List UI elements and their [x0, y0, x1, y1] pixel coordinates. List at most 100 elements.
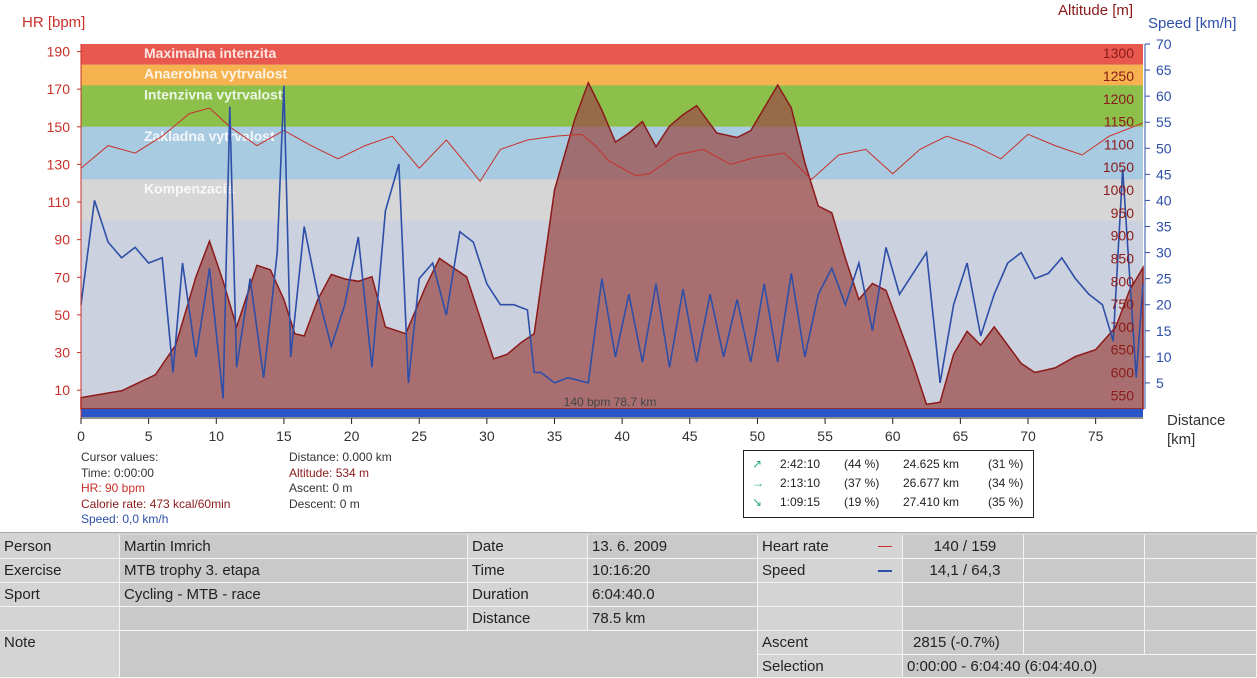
- empty-cell: [1145, 559, 1257, 583]
- sport-value[interactable]: Cycling - MTB - race: [120, 583, 468, 607]
- ascent-label: Ascent: [758, 631, 903, 655]
- heart-rate-label: Heart rate: [758, 535, 903, 559]
- summary-row-ascent: ↗ 2:42:10 (44 %) 24.625 km (31 %): [744, 457, 1033, 475]
- workout-chart[interactable]: Maximalna intenzita Anaerobna vytrvalost I…: [0, 0, 1257, 450]
- empty-cell: [1145, 583, 1257, 607]
- cursor-annotation: 140 bpm 78.7 km: [564, 395, 657, 409]
- empty-cell: [903, 583, 1024, 607]
- summary-pct: (44 %): [844, 457, 880, 471]
- hr-tick-label: 110: [48, 194, 71, 210]
- altitude-area: [80, 80, 1144, 410]
- cursor-title: Cursor values:: [81, 450, 159, 464]
- x-tick-label: 35: [547, 428, 563, 444]
- hr-tick-label: 90: [54, 232, 70, 248]
- speed-tick-label: 15: [1156, 323, 1172, 339]
- x-tick-label: 60: [885, 428, 901, 444]
- x-tick-label: 65: [953, 428, 969, 444]
- distance-axis-title: Distance: [1167, 412, 1226, 429]
- hr-tick-label: 130: [47, 156, 71, 172]
- altitude-tick-label: 1250: [1103, 68, 1134, 84]
- time-label: Time: [468, 559, 588, 583]
- summary-pct: (19 %): [844, 495, 880, 509]
- x-tick-label: 75: [1088, 428, 1104, 444]
- altitude-tick-label: 1150: [1104, 114, 1134, 130]
- duration-value[interactable]: 6:04:40.0: [588, 583, 758, 607]
- x-tick-label: 10: [208, 428, 224, 444]
- date-label: Date: [468, 535, 588, 559]
- speed-tick-label: 70: [1156, 36, 1172, 52]
- speed-tick-label: 10: [1156, 349, 1172, 365]
- hr-axis-title: HR [bpm]: [22, 14, 86, 31]
- empty-cell: [903, 607, 1024, 631]
- hr-tick-label: 30: [54, 345, 70, 361]
- altitude-tick-label: 1000: [1103, 182, 1134, 198]
- speed-tick-label: 45: [1156, 166, 1172, 182]
- cursor-descent: Descent: 0 m: [289, 496, 360, 511]
- cursor-hr: HR: 90 bpm: [81, 481, 146, 495]
- altitude-tick-label: 1300: [1103, 45, 1134, 61]
- hr-tick-label: 150: [47, 119, 71, 135]
- speed-axis-title: Speed [km/h]: [1148, 15, 1237, 32]
- x-tick-label: 30: [479, 428, 495, 444]
- heart-rate-legend-line: [878, 546, 892, 547]
- selection-bar: [81, 409, 1143, 417]
- altitude-axis-title: Altitude [m]: [1058, 2, 1134, 19]
- x-tick-label: 50: [750, 428, 766, 444]
- altitude-tick-label: 850: [1111, 250, 1135, 266]
- exercise-label: Exercise: [0, 559, 120, 583]
- hr-tick-label: 170: [47, 81, 71, 97]
- person-value[interactable]: Martin Imrich: [120, 535, 468, 559]
- empty-cell: [1024, 583, 1145, 607]
- speed-label-text: Speed: [762, 562, 806, 579]
- empty-cell: [1145, 631, 1257, 655]
- hr-zone-label-3: Zakladna vytrvalost: [144, 128, 275, 144]
- hr-zone-label-1: Anaerobna vytrvalost: [144, 66, 287, 82]
- distance-axis-unit: [km]: [1167, 431, 1196, 448]
- cursor-calorie: Calorie rate: 473 kcal/60min: [81, 496, 231, 511]
- altitude-tick-label: 750: [1111, 296, 1135, 312]
- distance-value[interactable]: 78.5 km: [588, 607, 758, 631]
- empty-cell: [120, 607, 468, 631]
- hr-tick-label: 70: [54, 269, 70, 285]
- altitude-tick-label: 800: [1111, 273, 1135, 289]
- hr-zone-band-1: [81, 64, 1143, 86]
- empty-cell: [758, 607, 903, 631]
- summary-row-flat: → 2:13:10 (37 %) 26.677 km (34 %): [744, 476, 1033, 494]
- speed-tick-label: 30: [1156, 245, 1172, 261]
- summary-dist: 24.625 km: [903, 457, 960, 471]
- date-value[interactable]: 13. 6. 2009: [588, 535, 758, 559]
- hr-tick-label: 50: [54, 307, 70, 323]
- altitude-tick-label: 650: [1111, 342, 1135, 358]
- x-tick-label: 5: [145, 428, 153, 444]
- ascent-value: 2815 (-0.7%): [903, 631, 1024, 655]
- person-label: Person: [0, 535, 120, 559]
- hr-zone-band-2: [81, 85, 1143, 127]
- time-value[interactable]: 10:16:20: [588, 559, 758, 583]
- hr-line: [80, 107, 1144, 183]
- exercise-value[interactable]: MTB trophy 3. etapa: [120, 559, 468, 583]
- summary-dist-pct: (34 %): [988, 476, 1024, 490]
- speed-tick-label: 50: [1156, 140, 1172, 156]
- hr-zone-label-4: Kompenzacia: [144, 180, 234, 196]
- note-field[interactable]: [120, 631, 758, 678]
- x-tick-label: 55: [817, 428, 833, 444]
- selection-label: Selection: [758, 655, 903, 678]
- x-tick-label: 70: [1020, 428, 1036, 444]
- empty-cell: [0, 607, 120, 631]
- sport-label: Sport: [0, 583, 120, 607]
- empty-cell: [1024, 535, 1145, 559]
- altitude-tick-label: 550: [1111, 387, 1135, 403]
- selection-value: 0:00:00 - 6:04:40 (6:04:40.0): [903, 655, 1257, 678]
- altitude-tick-label: 1200: [1103, 91, 1134, 107]
- hr-zone-band-0: [81, 44, 1143, 65]
- x-tick-label: 25: [411, 428, 427, 444]
- summary-time: 2:42:10: [780, 457, 821, 471]
- hr-tick-label: 10: [54, 382, 70, 398]
- hr-zone-label-2: Intenzivna vytrvalost: [144, 86, 283, 102]
- speed-tick-label: 55: [1156, 114, 1172, 130]
- speed-tick-label: 5: [1156, 375, 1164, 391]
- altitude-tick-label: 900: [1111, 228, 1135, 244]
- empty-cell: [1024, 559, 1145, 583]
- cursor-ascent: Ascent: 0 m: [289, 481, 353, 495]
- x-tick-label: 40: [614, 428, 630, 444]
